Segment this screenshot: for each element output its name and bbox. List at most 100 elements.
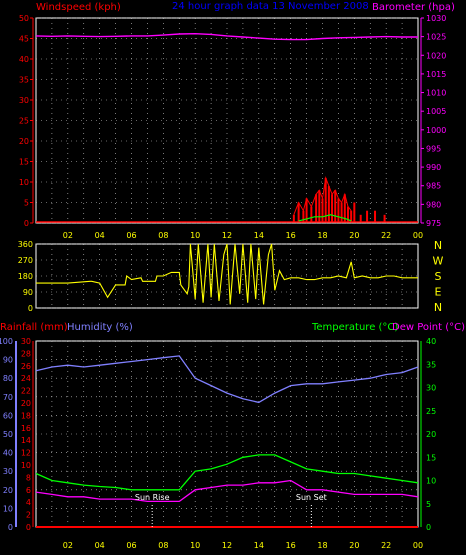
time-tick-label-bottom: 06	[126, 541, 136, 550]
rainfall-tick-label: 28	[21, 349, 31, 358]
wind-direction-line	[36, 243, 418, 305]
sunrise-label: Sun Rise	[135, 493, 170, 502]
rainfall-tick-label: 10	[21, 461, 31, 470]
time-tick-label-bottom: 12	[222, 541, 232, 550]
temperature-tick-label: 30	[426, 384, 436, 393]
rainfall-tick-label: 8	[26, 473, 31, 482]
rainfall-tick-label: 26	[21, 362, 31, 371]
wind-gust-line	[293, 175, 352, 215]
windspeed-tick-label: 15	[19, 158, 29, 167]
time-tick-label-top: 06	[126, 231, 136, 240]
humidity-axis-title: Humidity (%)	[67, 322, 133, 333]
time-tick-label-bottom: 02	[63, 541, 73, 550]
time-tick-label-top: 04	[95, 231, 105, 240]
time-tick-label-bottom: 16	[286, 541, 296, 550]
compass-label: N	[434, 301, 442, 314]
time-tick-label-top: 18	[317, 231, 327, 240]
barometer-tick-label: 1020	[426, 51, 446, 60]
rainfall-tick-label: 16	[21, 424, 31, 433]
time-tick-label-bottom: 18	[317, 541, 327, 550]
humidity-tick-label: 70	[3, 393, 13, 402]
humidity-line	[35, 355, 419, 404]
windspeed-tick-label: 20	[19, 137, 29, 146]
barometer-tick-label: 1025	[426, 33, 446, 42]
humidity-tick-label: 50	[3, 430, 13, 439]
rainfall-tick-label: 24	[21, 374, 31, 383]
windspeed-tick-label: 45	[19, 35, 29, 44]
temperature-line	[35, 454, 419, 491]
direction-tick-label: 270	[18, 256, 33, 265]
windspeed-tick-label: 0	[24, 219, 29, 228]
time-tick-label-top: 14	[254, 231, 264, 240]
time-tick-label-bottom: 00	[413, 541, 423, 550]
direction-tick-label: 0	[28, 304, 33, 313]
time-tick-label-bottom: 14	[254, 541, 264, 550]
humidity-tick-label: 90	[3, 356, 13, 365]
temperature-tick-label: 15	[426, 453, 436, 462]
direction-tick-label: 180	[18, 272, 33, 281]
temperature-tick-label: 0	[426, 523, 431, 532]
humidity-tick-label: 30	[3, 467, 13, 476]
rainfall-tick-label: 12	[21, 449, 31, 458]
time-tick-label-top: 22	[381, 231, 391, 240]
dewpoint-axis-title: Dew Point (°C)	[392, 322, 465, 333]
barometer-tick-label: 980	[426, 200, 441, 209]
barometer-tick-label: 975	[426, 219, 441, 228]
temperature-tick-label: 40	[426, 337, 436, 346]
temperature-tick-label: 35	[426, 360, 436, 369]
humidity-tick-label: 60	[3, 411, 13, 420]
direction-tick-label: 90	[23, 288, 33, 297]
barometer-tick-label: 1000	[426, 126, 446, 135]
wind-barometer-panel: 0510152025303540455097598098599099510001…	[19, 14, 447, 228]
temperature-tick-label: 10	[426, 477, 436, 486]
time-tick-label-bottom: 04	[95, 541, 105, 550]
rainfall-tick-label: 20	[21, 399, 31, 408]
wind-average-line	[298, 214, 352, 222]
temperature-tick-label: 25	[426, 407, 436, 416]
humidity-tick-label: 40	[3, 449, 13, 458]
compass-label: E	[435, 286, 442, 299]
barometer-tick-label: 1010	[426, 89, 446, 98]
time-tick-label-bottom: 10	[190, 541, 200, 550]
rainfall-tick-label: 18	[21, 411, 31, 420]
windspeed-axis-title: Windspeed (kph)	[36, 2, 121, 13]
barometer-line	[35, 32, 418, 41]
barometer-tick-label: 990	[426, 163, 441, 172]
humidity-tick-label: 100	[0, 337, 13, 346]
rainfall-tick-label: 30	[21, 337, 31, 346]
humidity-tick-label: 80	[3, 374, 13, 383]
time-tick-label-top: 10	[190, 231, 200, 240]
windspeed-tick-label: 5	[24, 199, 29, 208]
humidity-tick-label: 20	[3, 486, 13, 495]
rainfall-tick-label: 4	[26, 498, 31, 507]
time-tick-label-top: 08	[158, 231, 168, 240]
time-tick-label-bottom: 08	[158, 541, 168, 550]
windspeed-tick-label: 25	[19, 117, 29, 126]
time-tick-label-top: 02	[63, 231, 73, 240]
time-tick-label-bottom: 22	[381, 541, 391, 550]
barometer-tick-label: 1030	[426, 14, 446, 23]
windspeed-tick-label: 50	[19, 14, 29, 23]
barometer-tick-label: 1015	[426, 70, 446, 79]
time-tick-label-top: 16	[286, 231, 296, 240]
compass-label: N	[434, 239, 442, 252]
windspeed-tick-label: 35	[19, 76, 29, 85]
dewpoint-line	[35, 479, 419, 503]
windspeed-tick-label: 30	[19, 96, 29, 105]
compass-label: W	[433, 255, 444, 268]
graph-date-title: 24 hour graph data 13 November 2008	[172, 1, 369, 12]
time-tick-label-top: 20	[349, 231, 359, 240]
barometer-tick-label: 1005	[426, 107, 446, 116]
humidity-tick-label: 0	[8, 523, 13, 532]
windspeed-tick-label: 40	[19, 55, 29, 64]
rainfall-tick-label: 6	[26, 486, 31, 495]
barometer-tick-label: 995	[426, 144, 441, 153]
direction-tick-label: 360	[18, 240, 33, 249]
rainfall-tick-label: 14	[21, 436, 31, 445]
windspeed-tick-label: 10	[19, 178, 29, 187]
humidity-tick-label: 10	[3, 504, 13, 513]
sunset-label: Sun Set	[296, 493, 327, 502]
rainfall-axis-title: Rainfall (mm)	[0, 322, 68, 333]
